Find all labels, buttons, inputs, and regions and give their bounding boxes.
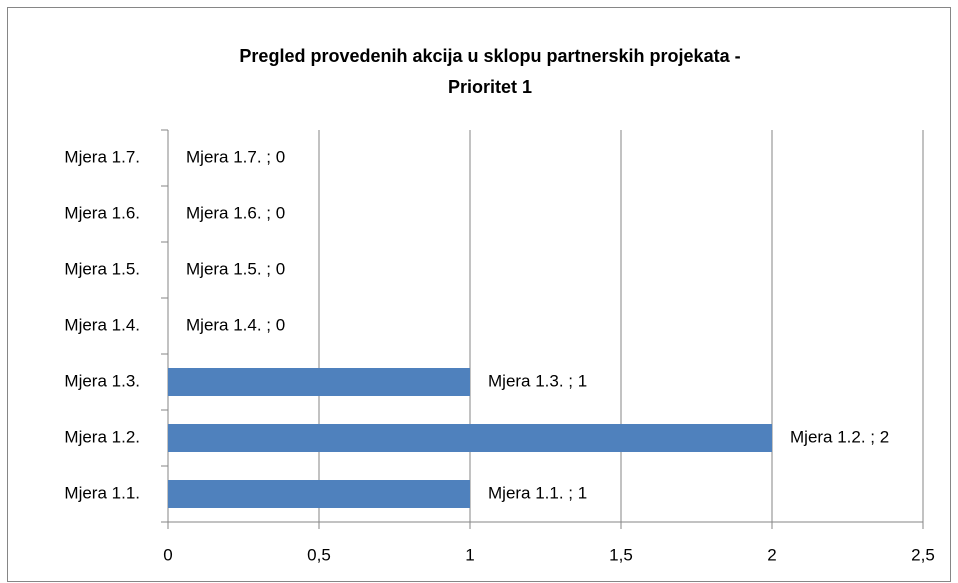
y-tick-label: Mjera 1.1.: [64, 483, 140, 502]
chart-border: [7, 7, 951, 582]
bar: [168, 424, 772, 452]
data-label: Mjera 1.1. ; 1: [488, 483, 587, 502]
y-tick-label: Mjera 1.2.: [64, 427, 140, 446]
x-tick-label: 2,5: [911, 545, 935, 564]
y-tick-label: Mjera 1.5.: [64, 259, 140, 278]
x-tick-label: 0: [163, 545, 172, 564]
y-tick-label: Mjera 1.3.: [64, 371, 140, 390]
x-tick-label: 0,5: [307, 545, 331, 564]
data-label: Mjera 1.4. ; 0: [186, 315, 285, 334]
x-tick-label: 1,5: [609, 545, 633, 564]
data-label: Mjera 1.2. ; 2: [790, 427, 889, 446]
y-tick-label: Mjera 1.6.: [64, 203, 140, 222]
data-label: Mjera 1.5. ; 0: [186, 259, 285, 278]
y-tick-label: Mjera 1.4.: [64, 315, 140, 334]
x-tick-label: 2: [767, 545, 776, 564]
bar: [168, 368, 470, 396]
chart-title: Prioritet 1: [448, 77, 532, 97]
data-label: Mjera 1.3. ; 1: [488, 371, 587, 390]
x-tick-label: 1: [465, 545, 474, 564]
y-tick-label: Mjera 1.7.: [64, 147, 140, 166]
data-label: Mjera 1.6. ; 0: [186, 203, 285, 222]
chart-title: Pregled provedenih akcija u sklopu partn…: [239, 46, 740, 66]
bar: [168, 480, 470, 508]
data-label: Mjera 1.7. ; 0: [186, 147, 285, 166]
